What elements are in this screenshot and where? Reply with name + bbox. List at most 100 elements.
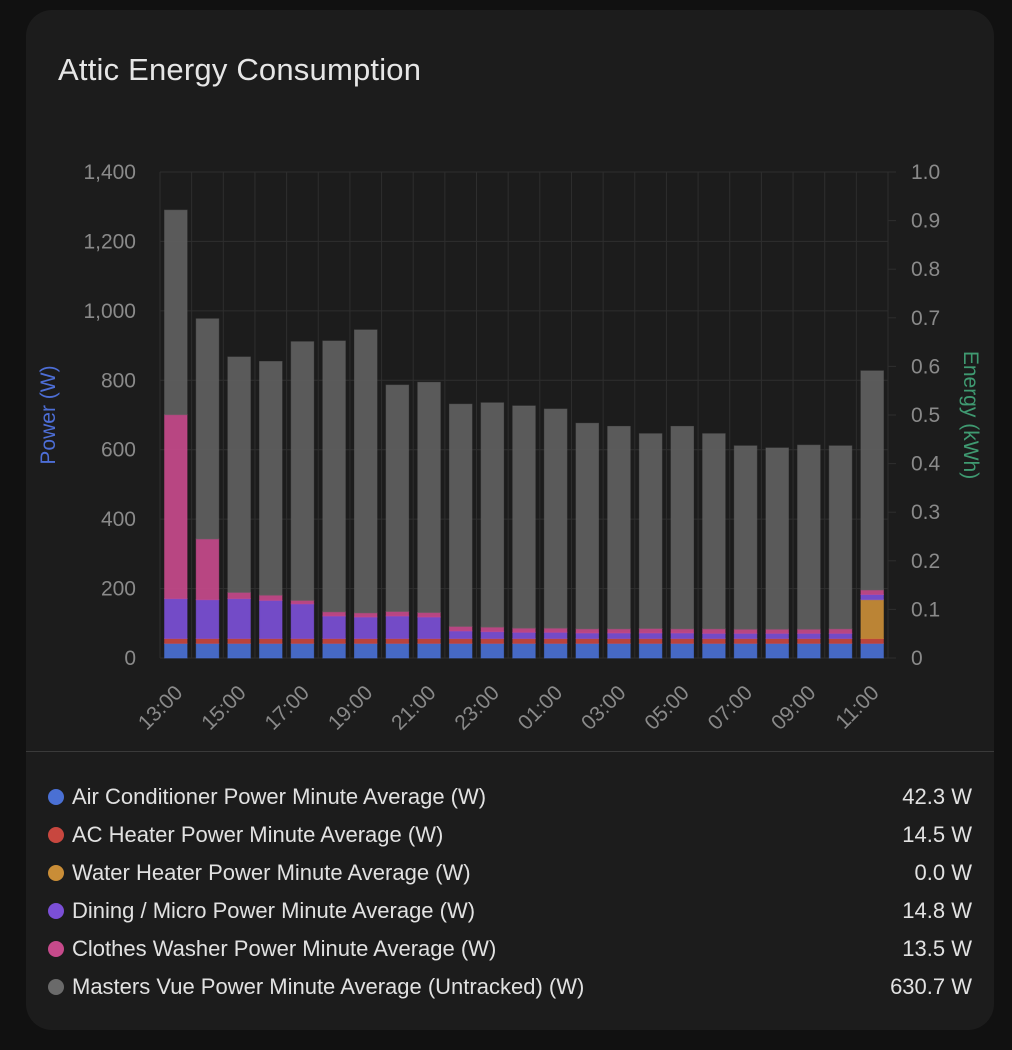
bar-segment — [322, 615, 346, 640]
bar-segment — [290, 341, 315, 601]
bar-segment — [670, 628, 694, 634]
bar-segment — [733, 445, 758, 630]
y2-tick-label: 0.3 — [911, 501, 940, 524]
bar-segment — [733, 632, 758, 640]
bar-segment — [164, 638, 188, 644]
bar-segment — [448, 638, 473, 644]
bar-segment — [227, 591, 251, 600]
bar-segment — [480, 638, 505, 644]
legend-dot — [48, 941, 64, 957]
bar-segment — [828, 638, 853, 644]
bar-segment — [259, 361, 283, 596]
y-tick-label: 600 — [101, 439, 136, 462]
y-tick-label: 200 — [101, 578, 136, 601]
legend-item-value: 42.3 W — [902, 784, 972, 809]
bar-segment — [702, 638, 726, 644]
bar-segment — [543, 631, 568, 640]
bar-segment — [575, 422, 600, 630]
x-tick-label: 21:00 — [387, 681, 440, 734]
energy-card: Attic Energy Consumption 0 200 400 600 800 1,… — [26, 10, 994, 1030]
card-title: Attic Energy Consumption — [58, 52, 422, 87]
bar-segment — [765, 642, 789, 659]
bar-segment — [259, 594, 283, 601]
bar-segment — [227, 598, 251, 640]
legend-item-name: Clothes Washer Power Minute Average (W) — [72, 936, 497, 961]
legend-item-name: Dining / Micro Power Minute Average (W) — [72, 898, 476, 923]
bar-segment — [828, 642, 853, 659]
bar-segment — [164, 598, 188, 640]
legend-item-clothes-washer[interactable]: Clothes Washer Power Minute Average (W) … — [48, 930, 972, 968]
y-tick-label: 0 — [124, 647, 136, 670]
bar-segment — [860, 593, 884, 601]
bar-segment — [638, 632, 663, 640]
bar-segment — [385, 615, 410, 640]
bar-segment — [322, 611, 346, 617]
bar-segment — [607, 628, 631, 634]
bar-segment — [543, 408, 568, 629]
bar-segment — [322, 642, 346, 659]
bar-segment — [670, 425, 694, 630]
bar-segment — [575, 638, 600, 644]
bar-segment — [195, 599, 220, 640]
y-tick-label: 1,400 — [83, 161, 136, 184]
y-axis-title: Power (W) — [37, 365, 60, 464]
bar-segment — [733, 642, 758, 659]
legend-item-air-conditioner[interactable]: Air Conditioner Power Minute Average (W)… — [48, 778, 972, 816]
bar-segment — [354, 612, 378, 618]
y2-tick-label: 0.2 — [911, 550, 940, 573]
bar-segment — [512, 631, 536, 640]
bar-segment — [607, 642, 631, 659]
bar-segment — [385, 642, 410, 659]
bar-segment — [860, 589, 884, 595]
x-tick-label: 03:00 — [577, 681, 630, 734]
bar-segment — [607, 425, 631, 630]
y2-tick-label: 0.7 — [911, 307, 940, 330]
bar-segment — [195, 538, 220, 601]
bar-segment — [385, 610, 410, 617]
bar-segment — [702, 642, 726, 659]
x-tick-label: 07:00 — [704, 681, 757, 734]
legend-item-name: Masters Vue Power Minute Average (Untrac… — [72, 974, 585, 999]
bar-segment — [354, 329, 378, 614]
y-tick-label: 1,200 — [83, 230, 136, 253]
legend-item-dining-micro[interactable]: Dining / Micro Power Minute Average (W) … — [48, 892, 972, 930]
bar-segment — [448, 625, 473, 632]
bar-segment — [638, 433, 663, 629]
bar-segment — [417, 642, 441, 659]
x-tick-label: 19:00 — [324, 681, 377, 734]
bar-segment — [575, 632, 600, 640]
y-tick-label: 1,000 — [83, 300, 136, 323]
bar-segment — [797, 638, 821, 644]
x-tick-label: 09:00 — [767, 681, 820, 734]
x-tick-label: 17:00 — [261, 681, 314, 734]
divider — [26, 751, 994, 752]
bar-segment — [702, 632, 726, 640]
bar-segment — [670, 642, 694, 659]
bar-segment — [765, 628, 789, 634]
legend-item-name: Air Conditioner Power Minute Average (W) — [72, 784, 487, 809]
bar-segment — [543, 642, 568, 659]
bar-segment — [417, 381, 441, 614]
bar-segment — [448, 642, 473, 659]
legend-dot — [48, 827, 64, 843]
bar-segment — [765, 447, 789, 630]
bar-segment — [195, 642, 220, 659]
y2-tick-label: 0.6 — [911, 355, 940, 378]
bar-segment — [354, 616, 378, 640]
legend-item-water-heater[interactable]: Water Heater Power Minute Average (W) 0.… — [48, 854, 972, 892]
bar-segment — [480, 631, 505, 640]
bar-segment — [828, 445, 853, 630]
y2-axis-title: Energy (kWh) — [959, 351, 982, 479]
x-tick-label: 11:00 — [831, 681, 883, 733]
bar-segment — [322, 340, 346, 613]
legend-item-masters-vue[interactable]: Masters Vue Power Minute Average (Untrac… — [48, 968, 972, 1006]
bar-segment — [733, 628, 758, 634]
bar-segment — [195, 318, 220, 540]
bar-segment — [543, 627, 568, 633]
legend-item-ac-heater[interactable]: AC Heater Power Minute Average (W) 14.5 … — [48, 816, 972, 854]
bar-segment — [164, 414, 188, 600]
bar-segment — [702, 433, 726, 630]
bar-segment — [259, 638, 283, 644]
energy-chart[interactable]: 0 200 400 600 800 1,000 1,200 1,400 0 0.1 0.2 0.3 0.… — [26, 10, 994, 750]
x-tick-label: 01:00 — [514, 681, 567, 734]
